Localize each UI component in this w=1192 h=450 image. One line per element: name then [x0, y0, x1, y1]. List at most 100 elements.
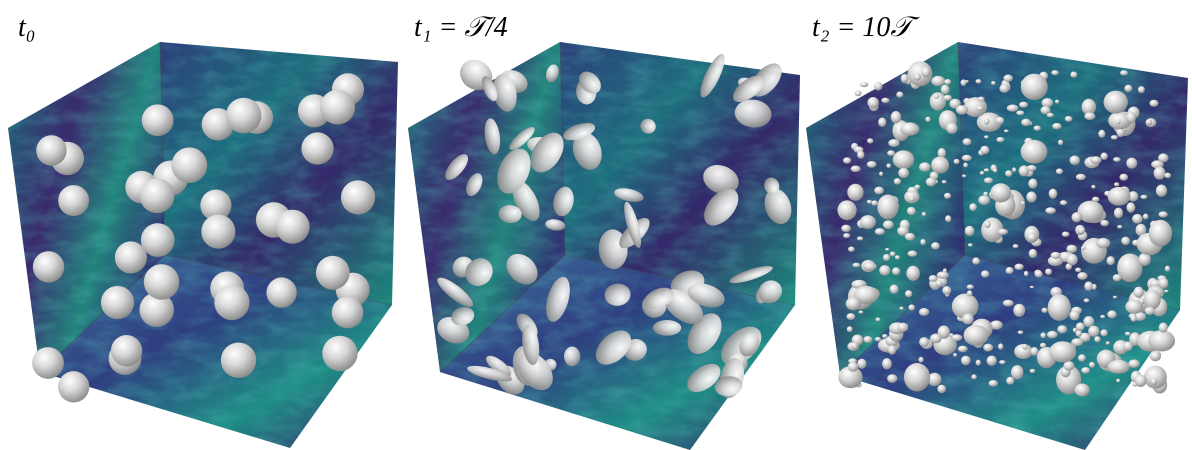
- bubble: [1049, 189, 1058, 199]
- bubble: [1013, 304, 1025, 317]
- bubble: [1164, 173, 1171, 179]
- bubble: [1052, 123, 1061, 129]
- bubble: [1145, 307, 1155, 315]
- bubble: [963, 163, 968, 168]
- bubble: [931, 156, 949, 173]
- bubble: [882, 358, 892, 369]
- bubble: [909, 196, 915, 201]
- bubble: [1019, 102, 1028, 108]
- bubble: [976, 79, 982, 83]
- bubble: [1149, 220, 1172, 247]
- bubble: [1057, 325, 1067, 333]
- bubble: [956, 105, 968, 114]
- bubble: [855, 90, 862, 96]
- bubble: [998, 229, 1008, 235]
- bubble: [999, 360, 1006, 364]
- bubble: [946, 123, 957, 134]
- bubble: [1021, 119, 1031, 126]
- bubble: [1125, 332, 1131, 336]
- bubble: [1088, 326, 1099, 337]
- bubble: [841, 225, 851, 232]
- bubble: [984, 135, 989, 138]
- bubble: [1096, 238, 1110, 248]
- bubble: [1144, 366, 1167, 389]
- bubble: [322, 336, 357, 371]
- bubble: [890, 251, 896, 256]
- bubble: [908, 304, 915, 310]
- bubble: [905, 290, 912, 297]
- bubble: [926, 177, 936, 186]
- bubble: [115, 241, 147, 273]
- bubble: [1070, 71, 1077, 77]
- bubble: [1121, 237, 1130, 246]
- bubble: [875, 228, 885, 235]
- bubble: [1076, 174, 1086, 180]
- bubble: [1012, 167, 1016, 172]
- bubble: [931, 242, 940, 249]
- bubble: [1027, 165, 1037, 171]
- bubble: [904, 363, 930, 391]
- bubble: [961, 356, 971, 366]
- bubble: [1077, 227, 1085, 235]
- bubble: [1159, 211, 1168, 217]
- bubble: [1060, 200, 1067, 205]
- bubble: [1014, 264, 1023, 270]
- bubble: [1029, 249, 1037, 258]
- bubble: [1084, 112, 1095, 120]
- bubble: [848, 246, 855, 251]
- bubble: [1098, 130, 1105, 138]
- bubble: [921, 67, 930, 78]
- bubble: [1058, 140, 1063, 145]
- bubble: [1063, 361, 1074, 371]
- bubble: [937, 271, 949, 278]
- bubble: [867, 200, 872, 204]
- bubble: [962, 174, 966, 177]
- bubble: [1146, 119, 1153, 125]
- bubble: [896, 92, 903, 98]
- bubble: [1035, 271, 1043, 278]
- bubble: [967, 285, 974, 290]
- bubble: [972, 257, 980, 264]
- bubble: [925, 117, 930, 122]
- bubble: [942, 286, 951, 295]
- bubble: [906, 266, 920, 281]
- bubble: [1125, 299, 1143, 313]
- bubble: [226, 98, 262, 134]
- bubble: [1084, 298, 1090, 302]
- bubble: [875, 337, 881, 341]
- figure: t₀ t₁ = 𝒯/4 t₂ = 10𝒯: [0, 0, 1192, 450]
- bubble: [1051, 70, 1059, 75]
- bubble: [965, 226, 975, 236]
- bubble: [890, 284, 899, 293]
- bubble: [1108, 187, 1131, 206]
- bubble: [1138, 86, 1145, 93]
- bubble: [1154, 167, 1166, 180]
- bubble: [991, 81, 996, 85]
- bubble: [1120, 174, 1128, 181]
- bubble: [1027, 233, 1037, 242]
- bubble: [1030, 347, 1038, 356]
- bubble: [1091, 185, 1095, 189]
- bubble: [999, 84, 1009, 93]
- bubble: [1078, 354, 1086, 361]
- bubble: [1128, 359, 1139, 367]
- bubble: [1104, 91, 1128, 114]
- bubble: [1113, 296, 1117, 299]
- bubble: [101, 286, 134, 319]
- bubble: [984, 168, 990, 171]
- bubble: [1055, 100, 1059, 104]
- panel-label: t₂ = 10𝒯: [812, 12, 920, 43]
- bubble: [1051, 252, 1061, 259]
- bubble: [653, 320, 681, 336]
- bubble: [938, 148, 946, 158]
- bubble: [1029, 369, 1035, 373]
- bubble: [919, 308, 929, 316]
- bubble: [883, 220, 894, 229]
- bubble: [111, 335, 142, 366]
- bubble: [863, 262, 877, 271]
- bubble: [897, 323, 908, 332]
- bubble: [1120, 70, 1128, 75]
- bubble: [978, 97, 985, 102]
- bubble: [1132, 214, 1143, 224]
- bubble: [1150, 351, 1161, 362]
